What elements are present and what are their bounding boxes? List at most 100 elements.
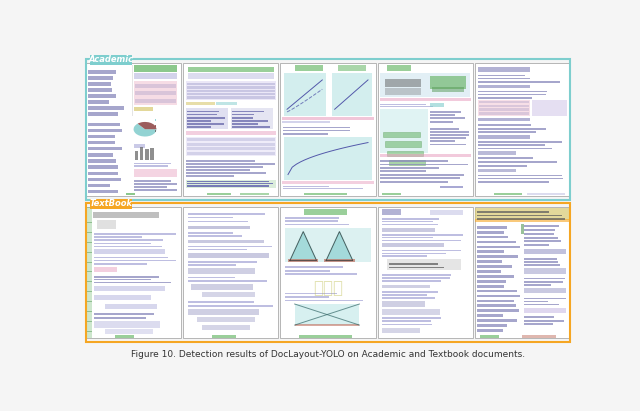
Bar xyxy=(477,124,531,126)
Bar xyxy=(382,297,435,299)
Bar xyxy=(188,264,236,266)
Bar xyxy=(86,203,570,342)
Bar xyxy=(88,178,121,181)
Bar xyxy=(93,260,175,261)
Bar xyxy=(440,186,463,188)
Bar xyxy=(382,309,440,314)
Wedge shape xyxy=(138,122,156,129)
Bar xyxy=(382,193,401,195)
Bar xyxy=(477,151,516,155)
Bar xyxy=(284,188,362,189)
Bar xyxy=(524,298,566,299)
Bar xyxy=(382,291,438,293)
Bar xyxy=(479,335,499,337)
Bar xyxy=(88,94,116,98)
Bar xyxy=(380,160,448,162)
Bar xyxy=(86,207,181,338)
Bar xyxy=(524,320,564,321)
Bar xyxy=(378,62,473,196)
Bar xyxy=(188,253,269,258)
Bar xyxy=(88,141,115,144)
Bar xyxy=(187,86,275,89)
Bar xyxy=(187,147,275,150)
Bar xyxy=(524,281,563,282)
Bar xyxy=(477,181,548,182)
Bar xyxy=(382,280,442,282)
Bar xyxy=(430,143,465,145)
Bar xyxy=(93,286,165,291)
Bar xyxy=(188,305,273,307)
Bar xyxy=(382,253,446,254)
Bar xyxy=(430,103,444,106)
Bar xyxy=(88,106,124,110)
Bar xyxy=(477,290,517,292)
Bar xyxy=(187,143,275,146)
Bar xyxy=(477,300,515,302)
Bar xyxy=(134,163,171,164)
Bar xyxy=(477,275,515,278)
Polygon shape xyxy=(290,232,317,261)
Bar xyxy=(88,129,122,132)
Bar xyxy=(477,324,507,327)
Bar xyxy=(382,243,444,247)
Bar xyxy=(477,135,530,139)
Bar xyxy=(527,193,565,195)
Bar xyxy=(477,100,530,116)
Bar xyxy=(93,263,147,265)
Bar xyxy=(430,76,466,89)
Bar xyxy=(294,65,323,71)
Bar xyxy=(380,164,468,165)
Bar xyxy=(477,245,520,248)
Bar xyxy=(294,304,360,325)
Bar xyxy=(524,288,566,293)
Bar xyxy=(187,152,275,155)
Bar xyxy=(86,311,92,312)
Bar xyxy=(187,114,217,115)
Bar xyxy=(86,252,92,253)
Bar xyxy=(382,224,438,225)
Bar xyxy=(188,240,264,243)
Bar xyxy=(90,55,132,65)
Bar xyxy=(134,169,177,177)
Bar xyxy=(477,319,517,322)
Bar xyxy=(186,160,255,162)
Text: 学术文: 学术文 xyxy=(313,279,343,297)
Bar xyxy=(382,255,427,256)
Bar xyxy=(240,193,269,195)
Bar xyxy=(93,276,159,278)
Bar xyxy=(93,236,142,238)
Bar xyxy=(300,335,352,337)
Bar xyxy=(186,81,276,100)
Bar xyxy=(382,219,439,220)
Bar xyxy=(477,280,506,283)
Bar xyxy=(524,244,548,246)
Bar xyxy=(285,228,371,262)
Bar xyxy=(86,330,92,332)
Bar xyxy=(285,224,349,225)
Bar xyxy=(382,228,435,232)
Bar xyxy=(188,277,236,278)
Bar xyxy=(187,185,269,187)
Bar xyxy=(477,78,531,79)
Bar xyxy=(337,65,366,71)
Bar xyxy=(430,210,463,215)
Bar xyxy=(188,226,250,229)
Bar xyxy=(86,232,92,233)
Polygon shape xyxy=(326,232,353,261)
Bar xyxy=(284,127,350,128)
Bar xyxy=(188,301,254,303)
Bar xyxy=(134,150,138,160)
Bar xyxy=(522,335,556,337)
Bar xyxy=(477,131,536,133)
Bar xyxy=(477,250,504,253)
Bar xyxy=(216,102,237,105)
Bar xyxy=(524,323,553,325)
Bar xyxy=(134,81,177,105)
Bar xyxy=(232,111,264,112)
Bar xyxy=(285,300,364,301)
Bar xyxy=(188,246,271,247)
Bar xyxy=(88,122,120,126)
Bar xyxy=(154,125,156,127)
Bar xyxy=(285,217,339,219)
Bar xyxy=(232,123,259,125)
